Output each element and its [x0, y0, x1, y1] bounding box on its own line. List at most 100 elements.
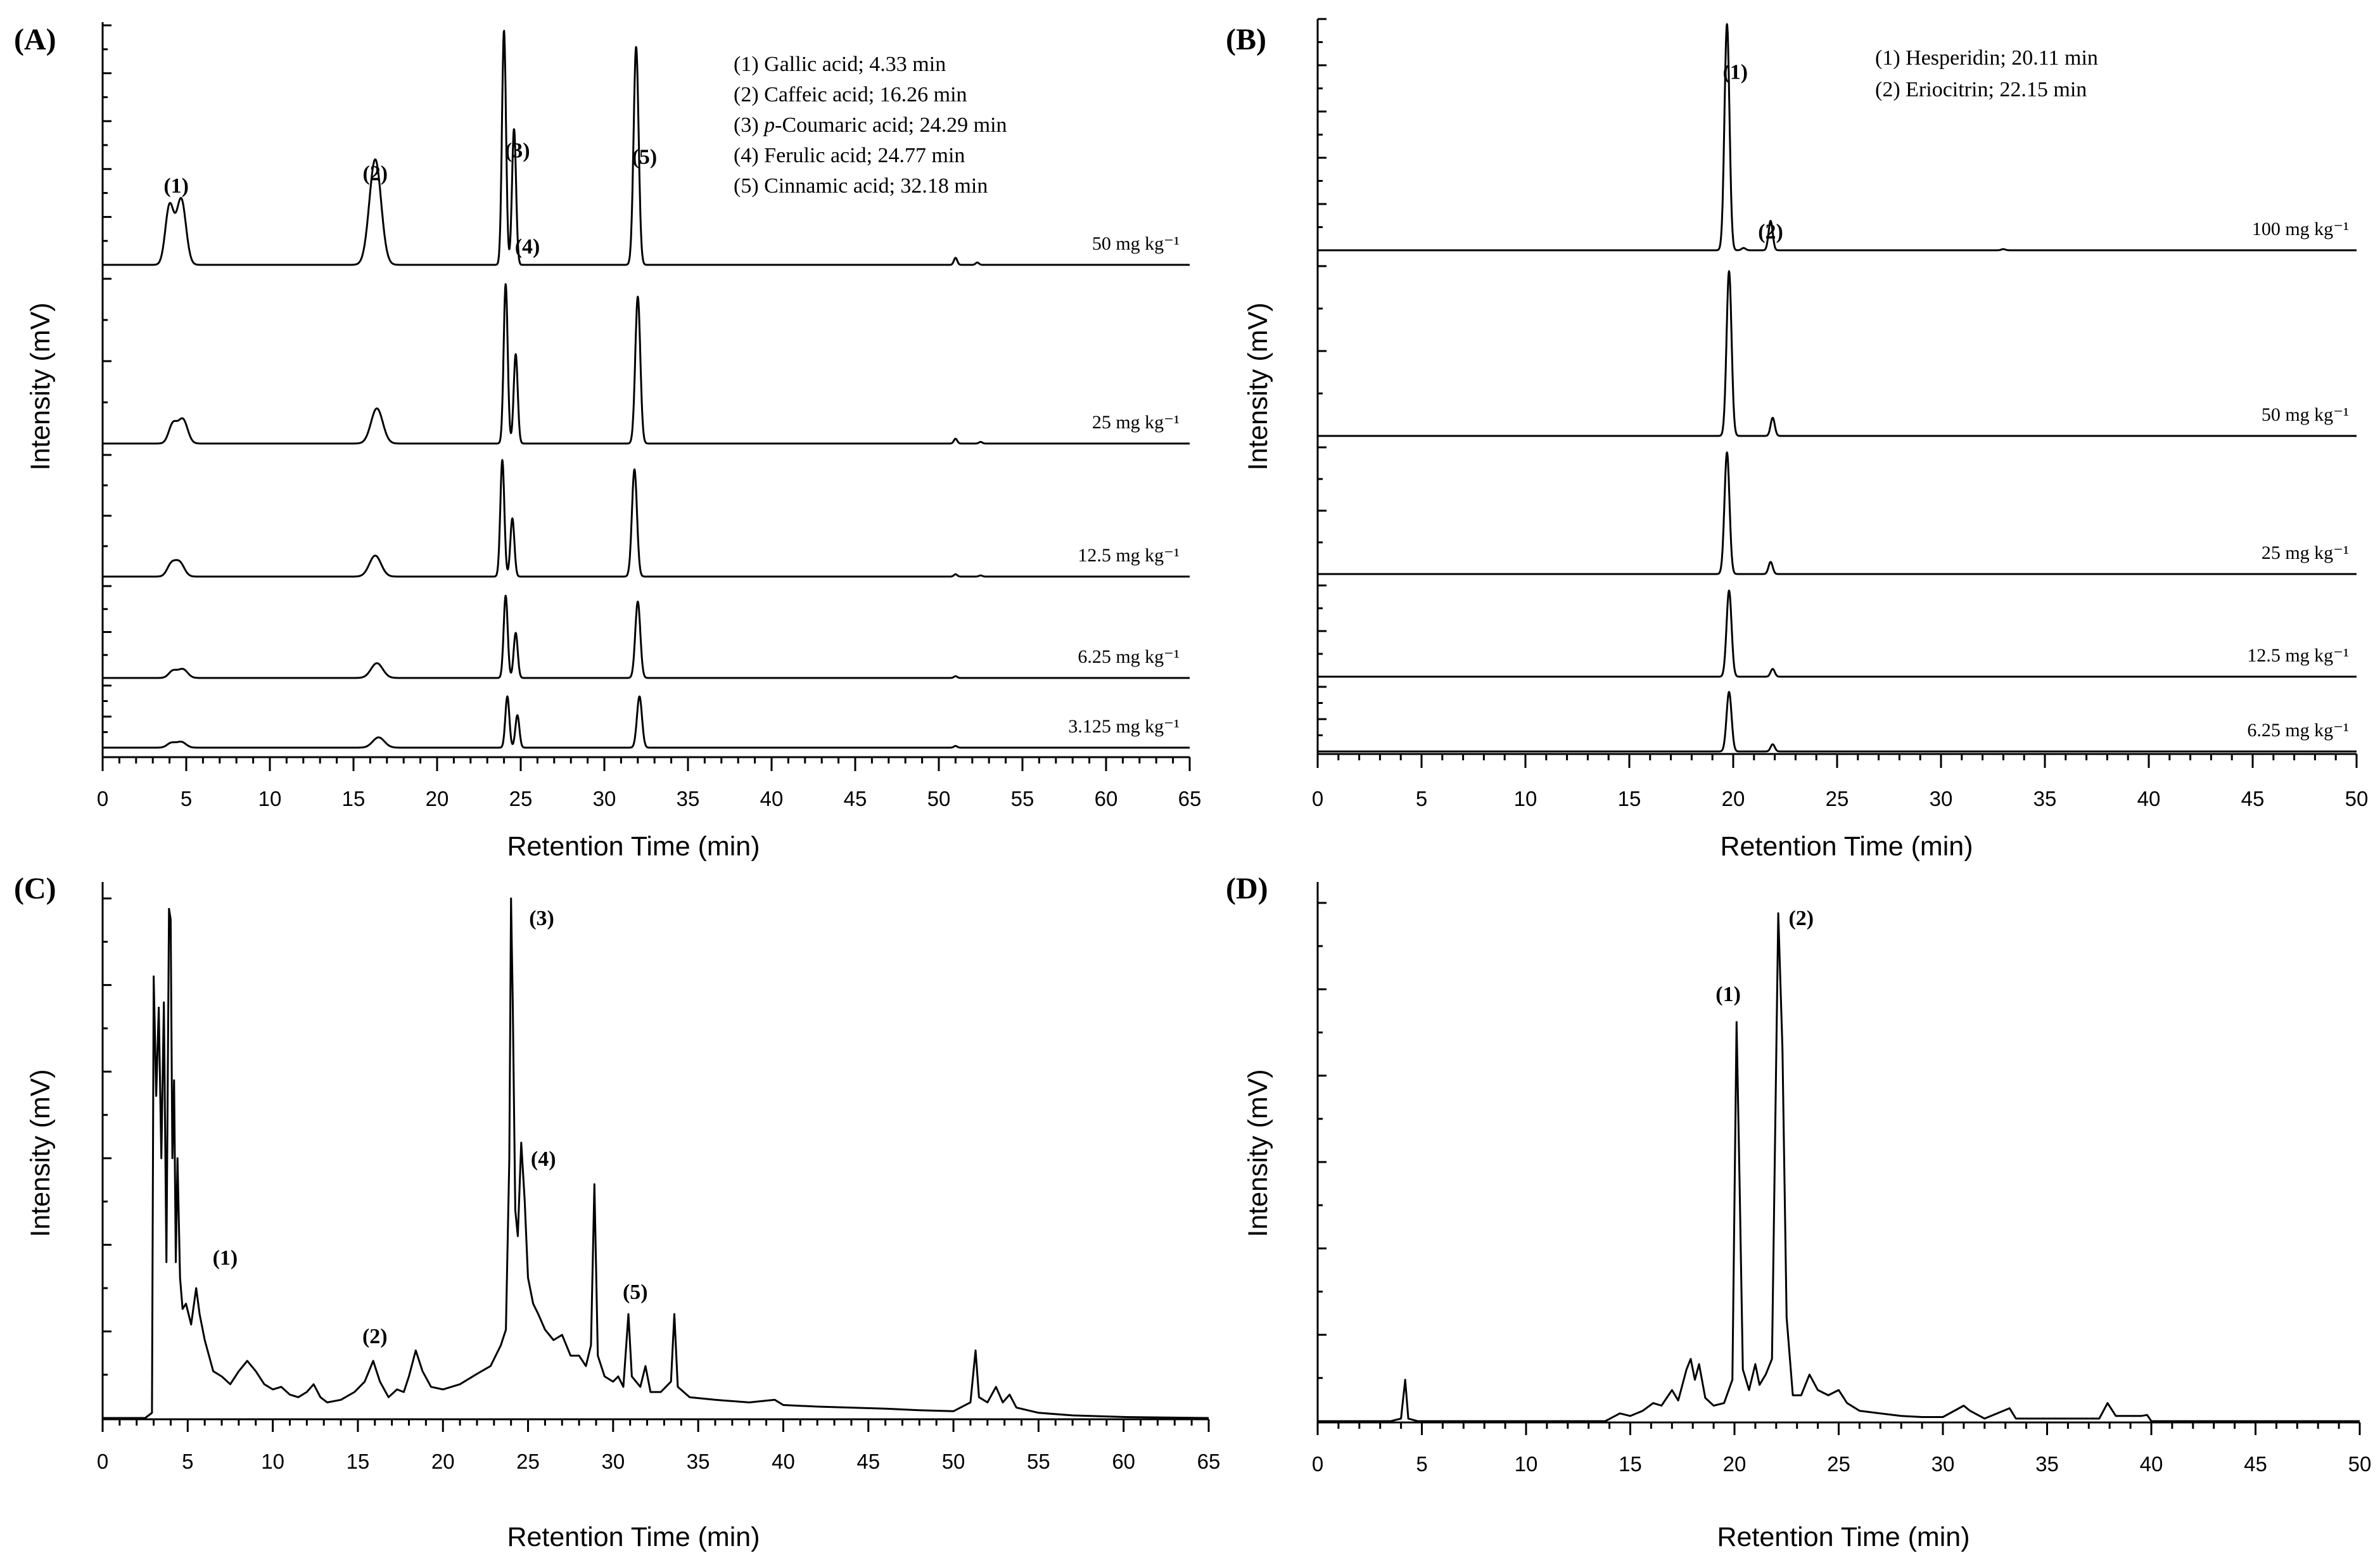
legend-number: (3)	[734, 113, 759, 137]
legend-text-pre: Ferulic acid; 24.77 min	[759, 144, 965, 167]
panel-b-x-axis-title: Retention Time (min)	[1720, 831, 1973, 862]
x-tick-label: 25	[1827, 1452, 1850, 1476]
panel-d-x-axis-title: Retention Time (min)	[1717, 1522, 1970, 1552]
x-tick-label: 20	[431, 1450, 455, 1473]
trace-series-4	[102, 594, 1190, 679]
x-tick-label: 10	[1514, 787, 1537, 810]
x-tick-label: 0	[97, 787, 108, 810]
panel-a-letter: (A)	[14, 23, 56, 56]
panel-c: (C) Intensity (mV) Retention Time (min) …	[14, 872, 1220, 1552]
panel-d: (D) Intensity (mV) Retention Time (min) …	[1226, 872, 2371, 1552]
x-tick-label: 20	[426, 787, 449, 810]
legend-text-pre: Gallic acid; 4.33 min	[759, 53, 946, 76]
x-tick-label: 35	[2033, 787, 2057, 810]
peak-label: (2)	[362, 1325, 388, 1348]
x-tick-label: 15	[347, 1450, 370, 1473]
x-tick-label: 40	[2140, 1452, 2163, 1476]
x-tick-label: 50	[927, 787, 951, 810]
x-tick-label: 0	[97, 1450, 108, 1473]
concentration-label: 3.125 mg kg⁻¹	[1068, 716, 1180, 737]
concentration-label: 50 mg kg⁻¹	[1092, 233, 1180, 254]
legend-number: (2)	[1875, 78, 1900, 101]
legend-entry: (4) Ferulic acid; 24.77 min	[734, 144, 965, 167]
x-tick-label: 30	[601, 1450, 625, 1473]
concentration-label: 25 mg kg⁻¹	[2262, 542, 2349, 563]
x-tick-label: 50	[2345, 787, 2369, 810]
peak-label: (1)	[163, 174, 189, 198]
x-tick-label: 55	[1011, 787, 1034, 810]
legend-entry: (2) Eriocitrin; 22.15 min	[1875, 78, 2087, 101]
panel-b-y-axis-title: Intensity (mV)	[1243, 302, 1273, 470]
x-tick-label: 55	[1027, 1450, 1050, 1473]
trace-series-3	[102, 459, 1190, 578]
panel-d-y-axis-title: Intensity (mV)	[1243, 1069, 1273, 1237]
x-tick-label: 35	[677, 787, 700, 810]
panel-d-plot: 0 5 10 15 20 25 30 35 40 45 50 (1) (2)	[1312, 882, 2371, 1476]
panel-c-letter: (C)	[14, 872, 56, 905]
peak-label: (1)	[1722, 61, 1748, 84]
trace-series-3	[1317, 451, 2357, 575]
x-tick-label: 40	[2137, 787, 2161, 810]
peak-label: (3)	[529, 907, 554, 930]
trace-series-2	[1317, 270, 2357, 437]
x-tick-label: 40	[772, 1450, 795, 1473]
trace-series-5	[1317, 691, 2357, 753]
x-tick-label: 35	[2035, 1452, 2059, 1476]
panel-b: (B) Intensity (mV) Retention Time (min) …	[1226, 18, 2369, 862]
x-tick-label: 30	[1931, 1452, 1955, 1476]
peak-label: (1)	[213, 1246, 238, 1270]
peak-label: (2)	[1788, 907, 1814, 930]
concentration-label: 12.5 mg kg⁻¹	[1078, 545, 1180, 566]
peak-label: (2)	[362, 162, 388, 186]
concentration-label: 50 mg kg⁻¹	[2262, 404, 2349, 425]
trace-sample	[103, 897, 1209, 1419]
legend-entry: (2) Caffeic acid; 16.26 min	[734, 83, 967, 106]
legend-text-italic: p	[763, 113, 775, 137]
legend-entry: (3) p-Coumaric acid; 24.29 min	[734, 113, 1007, 137]
x-tick-label: 45	[2244, 1452, 2267, 1476]
x-tick-label: 65	[1178, 787, 1202, 810]
panel-c-y-axis-title: Intensity (mV)	[25, 1069, 56, 1237]
x-tick-label: 0	[1312, 1452, 1323, 1476]
peak-label: (5)	[623, 1281, 648, 1304]
x-tick-label: 5	[181, 787, 192, 810]
legend-number: (1)	[1875, 46, 1900, 70]
x-tick-label: 10	[258, 787, 282, 810]
legend-text-pre	[759, 113, 765, 137]
x-tick-label: 50	[942, 1450, 965, 1473]
trace-series-1	[1317, 23, 2357, 252]
x-tick-label: 15	[1619, 1452, 1642, 1476]
x-tick-label: 60	[1095, 787, 1118, 810]
trace-series-5	[102, 695, 1190, 749]
x-tick-label: 35	[687, 1450, 710, 1473]
peak-label: (5)	[632, 146, 658, 169]
trace-series-2	[102, 283, 1190, 445]
x-tick-label: 60	[1112, 1450, 1135, 1473]
peak-label: (1)	[1715, 983, 1741, 1006]
x-tick-label: 25	[516, 1450, 540, 1473]
x-tick-label: 30	[1930, 787, 1953, 810]
panel-d-letter: (D)	[1226, 872, 1268, 905]
panel-a-x-axis-title: Retention Time (min)	[507, 831, 760, 862]
panel-a-plot: 0 5 10 15 20 25 30 35 40 45 50 55 60 65 50 mg kg⁻¹ 25 m…	[97, 22, 1202, 810]
concentration-label: 25 mg kg⁻¹	[1092, 412, 1180, 433]
legend-entry: (1) Gallic acid; 4.33 min	[734, 53, 946, 76]
x-tick-label: 45	[856, 1450, 880, 1473]
legend-number: (2)	[734, 83, 759, 106]
x-tick-label: 45	[2241, 787, 2265, 810]
panel-c-x-axis-title: Retention Time (min)	[507, 1522, 760, 1552]
x-tick-label: 15	[1618, 787, 1641, 810]
panel-b-letter: (B)	[1226, 23, 1266, 56]
x-tick-label: 0	[1312, 787, 1323, 810]
panel-a-y-axis-title: Intensity (mV)	[25, 302, 56, 470]
peak-label: (4)	[531, 1147, 556, 1171]
trace-sample	[1318, 912, 2360, 1422]
x-tick-label: 5	[1416, 787, 1427, 810]
legend-entry: (1) Hesperidin; 20.11 min	[1875, 46, 2098, 70]
x-tick-label: 25	[509, 787, 533, 810]
legend-text-pre: Hesperidin; 20.11 min	[1900, 46, 2098, 70]
x-tick-label: 65	[1197, 1450, 1221, 1473]
concentration-label: 12.5 mg kg⁻¹	[2247, 645, 2349, 666]
